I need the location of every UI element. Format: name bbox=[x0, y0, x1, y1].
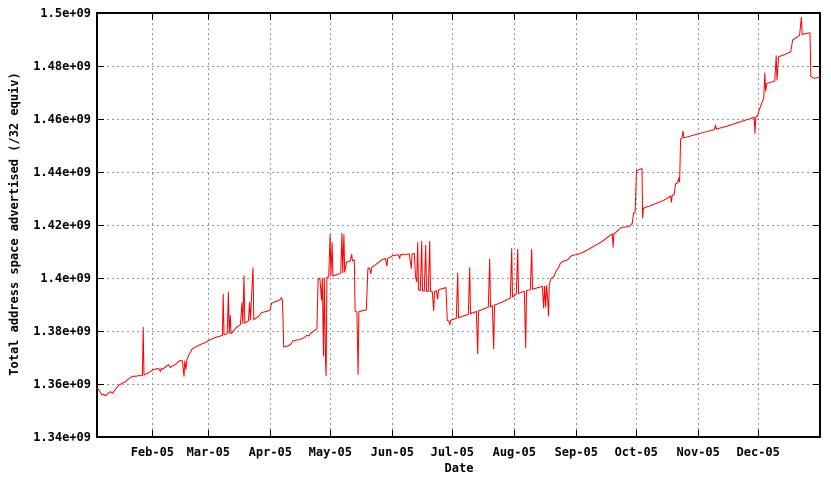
x-tick-label: Jul-05 bbox=[430, 445, 474, 459]
x-tick-label: Mar-05 bbox=[186, 445, 231, 459]
y-tick-label: 1.4e+09 bbox=[40, 270, 91, 285]
y-tick-label: 1.44e+09 bbox=[33, 164, 91, 179]
tick-marks bbox=[97, 13, 820, 437]
y-tick-label: 1.42e+09 bbox=[33, 217, 91, 232]
plot-border bbox=[96, 12, 821, 438]
data-line bbox=[96, 16, 821, 397]
y-tick-label: 1.36e+09 bbox=[33, 376, 91, 391]
x-tick-label: Feb-05 bbox=[130, 445, 175, 459]
x-tick-label: Apr-05 bbox=[248, 445, 293, 459]
x-tick-label: Nov-05 bbox=[676, 445, 720, 459]
y-tick-label: 1.46e+09 bbox=[33, 111, 91, 126]
x-axis-title: Date bbox=[444, 461, 474, 475]
gridlines bbox=[97, 13, 820, 437]
y-tick-label: 1.5e+09 bbox=[40, 5, 91, 20]
y-tick-label: 1.38e+09 bbox=[33, 323, 91, 338]
x-tick-label: Dec-05 bbox=[736, 445, 780, 459]
x-tick-label: Oct-05 bbox=[614, 445, 658, 459]
y-axis-title: Total address space advertised (/32 equi… bbox=[7, 72, 21, 376]
x-tick-label: May-05 bbox=[308, 445, 352, 459]
y-tick-label: 1.48e+09 bbox=[33, 58, 91, 73]
x-tick-label: Jun-05 bbox=[370, 445, 414, 459]
x-tick-label: Aug-05 bbox=[492, 445, 536, 459]
x-tick-label: Sep-05 bbox=[554, 445, 598, 459]
y-tick-label: 1.34e+09 bbox=[33, 429, 91, 444]
